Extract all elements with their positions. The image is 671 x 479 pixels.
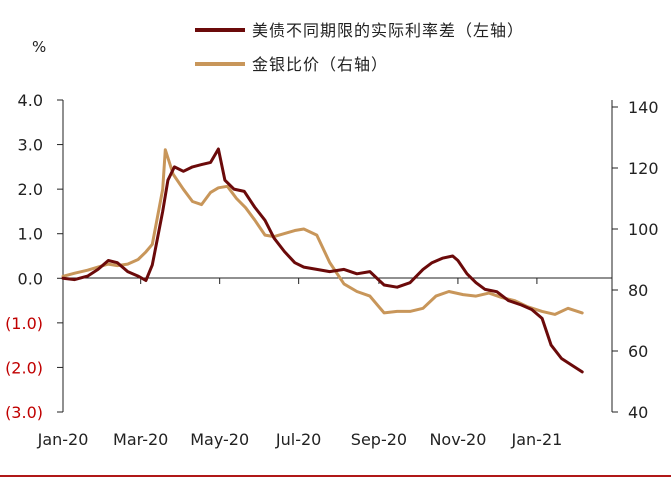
x-tick-label: Jan-21: [511, 430, 563, 449]
x-axis-ticks: Jan-20 Mar-20 May-20 Jul-20 Sep-20 Nov-20 Jan-…: [37, 278, 563, 449]
legend: 美债不同期限的实际利率差（左轴） 金银比价（右轴）: [195, 21, 524, 74]
right-tick-label: 140: [628, 98, 659, 117]
left-tick-label: 2.0: [18, 180, 43, 199]
left-tick-label: 4.0: [18, 91, 43, 110]
x-tick-label: Jul-20: [275, 430, 321, 449]
series-line-gold-silver: [61, 148, 584, 316]
x-tick-label: Mar-20: [113, 430, 168, 449]
left-axis-ticks: 4.0 3.0 2.0 1.0 0.0 (1.0) (2.0) (3.0): [5, 91, 63, 422]
x-tick-label: May-20: [190, 430, 249, 449]
x-tick-label: Sep-20: [351, 430, 407, 449]
x-tick-label: Jan-20: [37, 430, 89, 449]
right-axis-ticks: 140 120 100 80 60 40: [612, 98, 659, 422]
left-tick-label: 3.0: [18, 136, 43, 155]
left-tick-label: 1.0: [18, 225, 43, 244]
right-tick-label: 60: [628, 342, 648, 361]
right-tick-label: 120: [628, 159, 659, 178]
legend-label-gold-silver: 金银比价（右轴）: [252, 55, 388, 74]
left-tick-label: (2.0): [5, 358, 43, 377]
series-line-spread: [61, 147, 584, 374]
left-tick-label: (3.0): [5, 403, 43, 422]
x-tick-label: Nov-20: [429, 430, 486, 449]
right-tick-label: 80: [628, 281, 648, 300]
right-tick-label: 40: [628, 403, 648, 422]
right-tick-label: 100: [628, 220, 659, 239]
left-tick-label: 0.0: [18, 269, 43, 288]
legend-label-spread: 美债不同期限的实际利率差（左轴）: [252, 21, 524, 40]
left-axis-unit-label: %: [32, 38, 46, 56]
left-tick-label: (1.0): [5, 314, 43, 333]
series-layer: [61, 147, 584, 374]
